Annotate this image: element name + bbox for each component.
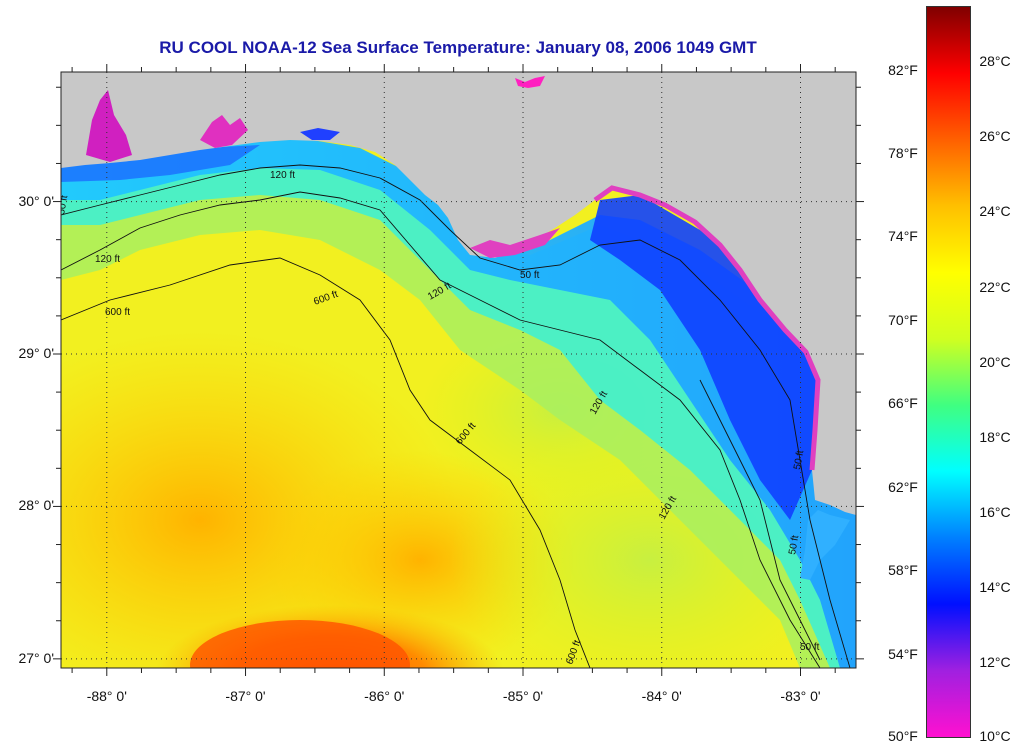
map-title: RU COOL NOAA-12 Sea Surface Temperature:… bbox=[159, 38, 757, 57]
celsius-label: 10°C bbox=[979, 728, 1011, 744]
lat-label: 28° 0' bbox=[18, 497, 54, 514]
contour-label: 50 ft bbox=[800, 642, 820, 653]
fahrenheit-label: 82°F bbox=[888, 61, 918, 78]
fahrenheit-label: 62°F bbox=[888, 478, 918, 495]
bathymetry-contours bbox=[61, 164, 851, 668]
celsius-label: 16°C bbox=[979, 503, 1011, 520]
fahrenheit-label: 70°F bbox=[888, 311, 918, 328]
celsius-label: 18°C bbox=[979, 428, 1011, 445]
fahrenheit-label: 66°F bbox=[888, 395, 918, 412]
lon-label: -88° 0' bbox=[86, 688, 127, 704]
land-mass bbox=[61, 72, 856, 515]
axis-ticks bbox=[53, 64, 864, 676]
lat-label: 29° 0' bbox=[18, 344, 54, 361]
celsius-label: 22°C bbox=[979, 278, 1011, 295]
contour-label: 50 ft bbox=[56, 194, 70, 215]
lon-label: -87° 0' bbox=[225, 688, 266, 704]
map-frame bbox=[60, 71, 857, 669]
lon-label: -86° 0' bbox=[364, 688, 405, 704]
lon-label: -85° 0' bbox=[502, 688, 544, 704]
sst-field: 50 ft 120 ft 600 ft 600 ft 120 ft 50 ft … bbox=[56, 72, 856, 668]
celsius-label: 28°C bbox=[979, 53, 1011, 70]
pensacola-bay bbox=[200, 115, 248, 148]
contour-label: 600 ft bbox=[105, 307, 130, 318]
fahrenheit-label: 78°F bbox=[888, 145, 918, 162]
celsius-label: 14°C bbox=[979, 578, 1011, 595]
celsius-label: 26°C bbox=[979, 128, 1011, 145]
fahrenheit-label: 74°F bbox=[888, 228, 918, 245]
fahrenheit-label: 54°F bbox=[888, 645, 918, 662]
fahrenheit-label: 58°F bbox=[888, 562, 918, 579]
contour-label: 50 ft bbox=[792, 449, 806, 470]
lat-label: 30° 0' bbox=[18, 192, 54, 209]
lon-label: -83° 0' bbox=[780, 688, 821, 704]
fahrenheit-label: 50°F bbox=[888, 728, 918, 744]
contour-label: 50 ft bbox=[787, 534, 801, 555]
contour-label: 120 ft bbox=[95, 254, 120, 265]
contour-label: 120 ft bbox=[270, 170, 295, 181]
colorbar bbox=[926, 6, 971, 738]
mobile-bay bbox=[86, 90, 132, 162]
celsius-label: 24°C bbox=[979, 203, 1011, 220]
tampa-bay bbox=[800, 510, 850, 580]
celsius-label: 12°C bbox=[979, 653, 1011, 670]
lon-label: -84° 0' bbox=[641, 688, 682, 704]
contour-label: 50 ft bbox=[520, 270, 540, 281]
lat-label: 27° 0' bbox=[18, 649, 54, 666]
celsius-label: 20°C bbox=[979, 353, 1011, 370]
